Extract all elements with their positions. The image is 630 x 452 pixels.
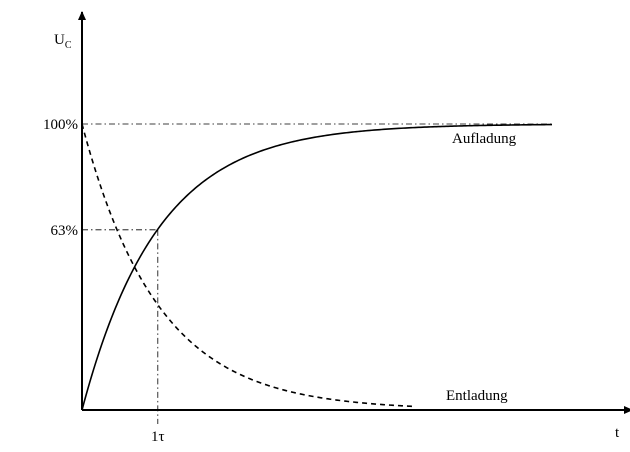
y-axis-label-main: U [54, 32, 65, 48]
series-line-entladung [81, 123, 416, 408]
guide-lines [82, 123, 552, 424]
y-axis-label: UC [54, 32, 72, 51]
x-tick-labels: 1τ [151, 429, 165, 445]
x-tick-label: 1τ [151, 429, 165, 445]
series-label-entladung: Entladung [446, 388, 508, 404]
y-tick-labels: 100% 63% [43, 117, 78, 239]
y-tick-label: 63% [51, 223, 79, 239]
series-line-aufladung [81, 123, 553, 411]
curves [81, 123, 553, 411]
x-axis-label: t [615, 425, 620, 441]
series-label-aufladung: Aufladung [452, 131, 517, 147]
y-axis-label-sub: C [65, 40, 72, 51]
y-tick-label: 100% [43, 117, 78, 133]
